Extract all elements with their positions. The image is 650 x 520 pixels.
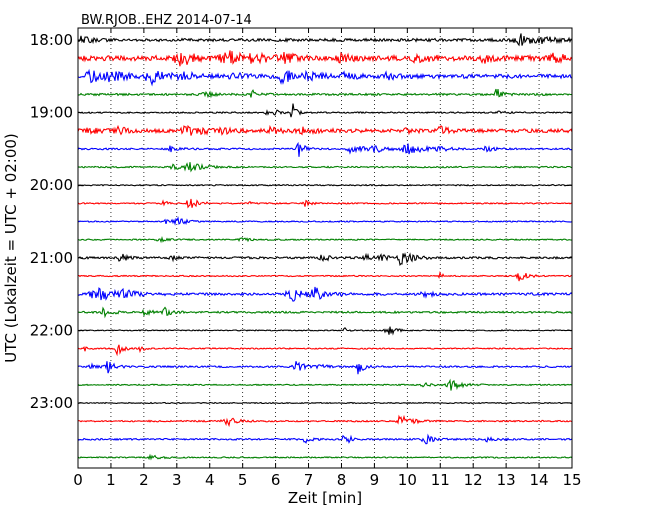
x-tick-label: 14 — [530, 471, 549, 489]
seismic-trace — [77, 344, 573, 357]
seismic-trace — [77, 286, 573, 302]
seismic-trace — [77, 453, 573, 461]
y-axis-label: UTC (Lokalzeit = UTC + 02:00) — [2, 133, 20, 363]
chart-title: BW.RJOB..EHZ 2014-07-14 — [81, 13, 252, 28]
trace-layer — [77, 33, 573, 461]
x-tick-label: 7 — [304, 471, 314, 489]
x-tick-label: 5 — [238, 471, 248, 489]
seismic-trace — [77, 401, 573, 405]
seismic-trace — [77, 326, 573, 336]
x-tick-label: 12 — [464, 471, 483, 489]
seismic-trace — [77, 88, 573, 99]
x-tick-label: 8 — [337, 471, 347, 489]
seismic-trace — [77, 361, 573, 375]
x-tick-label: 15 — [562, 471, 581, 489]
x-tick-label: 2 — [139, 471, 149, 489]
seismic-trace — [77, 414, 573, 428]
x-tick-label: 13 — [497, 471, 516, 489]
seismic-trace — [77, 103, 573, 118]
seismic-trace — [77, 378, 573, 391]
grid-layer — [110, 28, 540, 468]
seismic-trace — [77, 50, 573, 67]
y-tick-label: 22:00 — [30, 321, 73, 339]
x-tick-label: 3 — [172, 471, 182, 489]
x-tick-label: 1 — [106, 471, 116, 489]
seismic-trace — [77, 33, 573, 47]
y-tick-label: 21:00 — [30, 249, 73, 267]
seismic-trace — [77, 183, 573, 187]
seismic-trace — [77, 235, 573, 244]
seismic-trace — [77, 270, 573, 282]
seismic-trace — [77, 433, 573, 445]
x-tick-label: 4 — [205, 471, 215, 489]
x-tick-label: 0 — [73, 471, 83, 489]
plot-frame — [77, 27, 573, 469]
seismic-trace — [77, 141, 573, 157]
y-tick-label: 20:00 — [30, 176, 73, 194]
y-tick-label: 19:00 — [30, 104, 73, 122]
tick-layer: 0 1 2 3 4 5 6 7 8 9 10 11 12 13 14 1518:0019:0020:0021:… — [30, 28, 582, 489]
x-tick-label: 10 — [398, 471, 417, 489]
x-tick-label: 11 — [431, 471, 450, 489]
seismic-trace — [77, 216, 573, 226]
seismic-trace — [77, 162, 573, 173]
y-tick-label: 23:00 — [30, 394, 73, 412]
y-tick-label: 18:00 — [30, 31, 73, 49]
x-tick-label: 9 — [370, 471, 380, 489]
seismic-trace — [77, 306, 573, 319]
seismic-trace — [77, 68, 573, 87]
x-axis-label: Zeit [min] — [288, 489, 362, 507]
x-tick-label: 6 — [271, 471, 281, 489]
seismic-trace — [77, 198, 573, 209]
seismic-trace — [77, 124, 573, 136]
seismic-trace — [77, 252, 573, 267]
